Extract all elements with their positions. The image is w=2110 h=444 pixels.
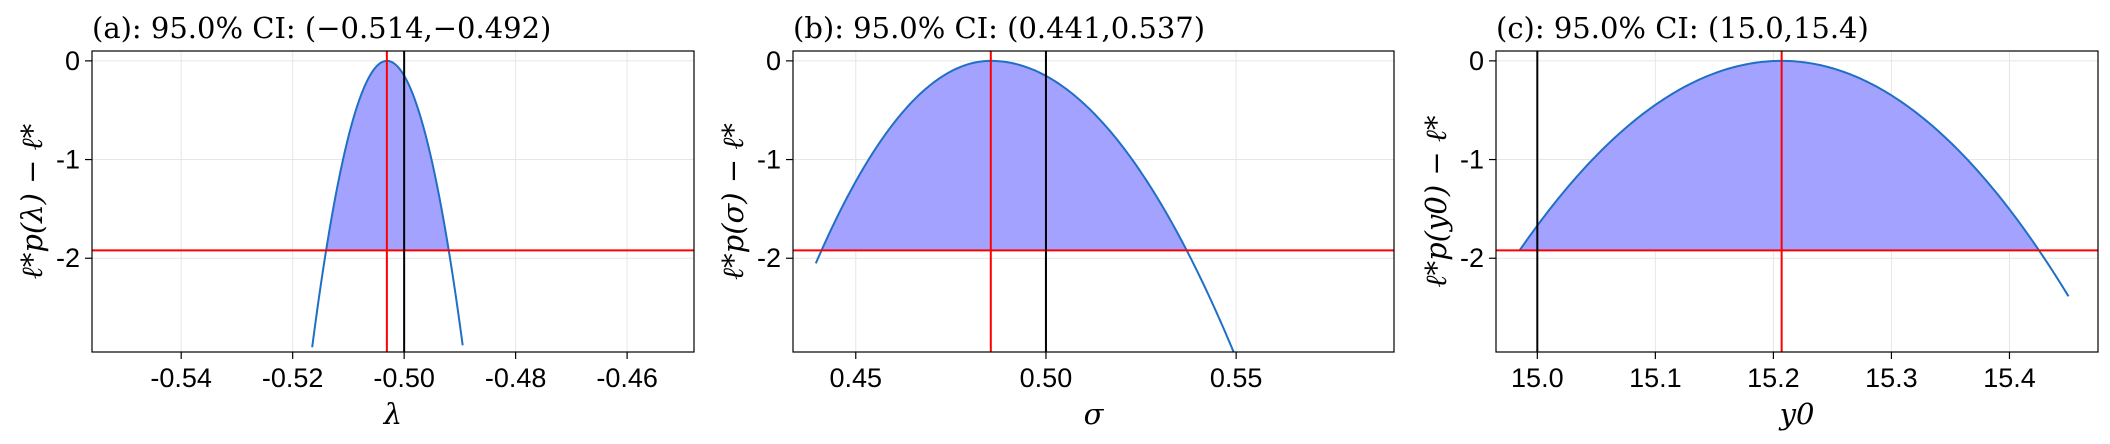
axes-frame bbox=[792, 50, 1395, 353]
y-tick-label: 0 bbox=[1469, 46, 1484, 76]
x-tick-label: -0.48 bbox=[485, 363, 547, 393]
y-axis-label: ℓ*p(λ) − ℓ* bbox=[15, 123, 49, 279]
y-tick-label: -1 bbox=[56, 145, 80, 175]
x-tick-label: 0.45 bbox=[829, 363, 882, 393]
panel-title: (c): 95.0% CI: (15.0,15.4) bbox=[1496, 11, 1869, 45]
x-tick-label: -0.46 bbox=[596, 363, 658, 393]
panel-3: 15.0 15.1 15.2 15.3 15.4 0 -1 -2 (c): 95.0% CI: … bbox=[1419, 11, 2099, 431]
panel-title: (a): 95.0% CI: (−0.514,−0.492) bbox=[92, 11, 551, 45]
x-axis-label: λ bbox=[383, 397, 402, 431]
panel-2: 0.45 0.50 0.55 0 -1 -2 (b): 95.0% CI: (0.441,0… bbox=[716, 11, 1395, 431]
x-tick-label: -0.50 bbox=[373, 363, 435, 393]
x-tick-label: 15.3 bbox=[1865, 363, 1918, 393]
y-tick-label: 0 bbox=[766, 46, 781, 76]
x-axis-label: y0 bbox=[1778, 397, 1815, 431]
panel-1: -0.54 -0.52 -0.50 -0.48 -0.46 0 -1 -2 (a): 95.0%… bbox=[15, 11, 695, 431]
y-tick-label: -2 bbox=[1460, 243, 1484, 273]
x-tick-label: 0.55 bbox=[1210, 363, 1263, 393]
y-tick-label: 0 bbox=[65, 46, 80, 76]
panel-title: (b): 95.0% CI: (0.441,0.537) bbox=[793, 11, 1205, 45]
axes-frame bbox=[1495, 50, 2099, 353]
plot-area bbox=[793, 51, 1394, 352]
x-tick-label: 0.50 bbox=[1020, 363, 1073, 393]
y-tick-label: -2 bbox=[56, 243, 80, 273]
x-axis-label: σ bbox=[1084, 397, 1105, 431]
ci-shaded-area bbox=[821, 60, 1187, 251]
y-tick-label: -1 bbox=[1460, 145, 1484, 175]
x-tick-label: 15.0 bbox=[1511, 363, 1564, 393]
y-axis-label: ℓ*p(σ) − ℓ* bbox=[716, 123, 750, 280]
axes-frame bbox=[91, 50, 695, 353]
plot-area bbox=[1496, 51, 2098, 352]
profile-curve bbox=[1518, 59, 2070, 297]
profile-curve bbox=[814, 59, 1235, 352]
plot-area bbox=[92, 51, 694, 352]
x-tick-label: 15.2 bbox=[1747, 363, 1800, 393]
x-tick-label: -0.52 bbox=[262, 363, 324, 393]
x-tick-label: 15.1 bbox=[1629, 363, 1682, 393]
y-tick-label: -1 bbox=[757, 145, 781, 175]
x-tick-label: -0.54 bbox=[150, 363, 212, 393]
x-tick-label: 15.4 bbox=[1983, 363, 2036, 393]
y-tick-label: -2 bbox=[757, 243, 781, 273]
y-axis-label: ℓ*p(y0) − ℓ* bbox=[1419, 115, 1453, 287]
